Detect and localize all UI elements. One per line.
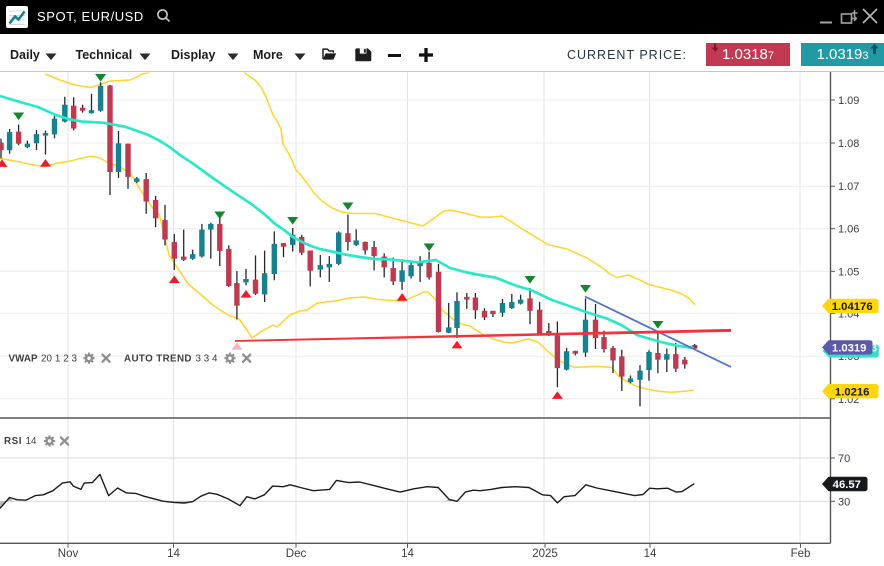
svg-text:1.04176: 1.04176 <box>832 301 873 313</box>
svg-text:14: 14 <box>644 548 657 560</box>
svg-text:1.08: 1.08 <box>838 138 859 150</box>
svg-text:1.07: 1.07 <box>838 181 859 193</box>
svg-text:Feb: Feb <box>791 548 811 560</box>
svg-text:46.57: 46.57 <box>833 479 861 491</box>
svg-text:1.06: 1.06 <box>838 224 859 236</box>
svg-text:Nov: Nov <box>58 548 79 560</box>
svg-text:1.05: 1.05 <box>838 266 859 278</box>
svg-text:1.0319: 1.0319 <box>832 343 867 355</box>
svg-text:3: 3 <box>871 343 877 355</box>
svg-text:14: 14 <box>401 548 414 560</box>
svg-text:Dec: Dec <box>286 548 307 560</box>
svg-text:1.0216: 1.0216 <box>835 386 870 398</box>
svg-text:70: 70 <box>838 453 850 465</box>
svg-text:1.09: 1.09 <box>838 95 859 107</box>
svg-text:14: 14 <box>167 548 180 560</box>
svg-text:2025: 2025 <box>532 548 558 560</box>
svg-text:30: 30 <box>838 496 850 508</box>
